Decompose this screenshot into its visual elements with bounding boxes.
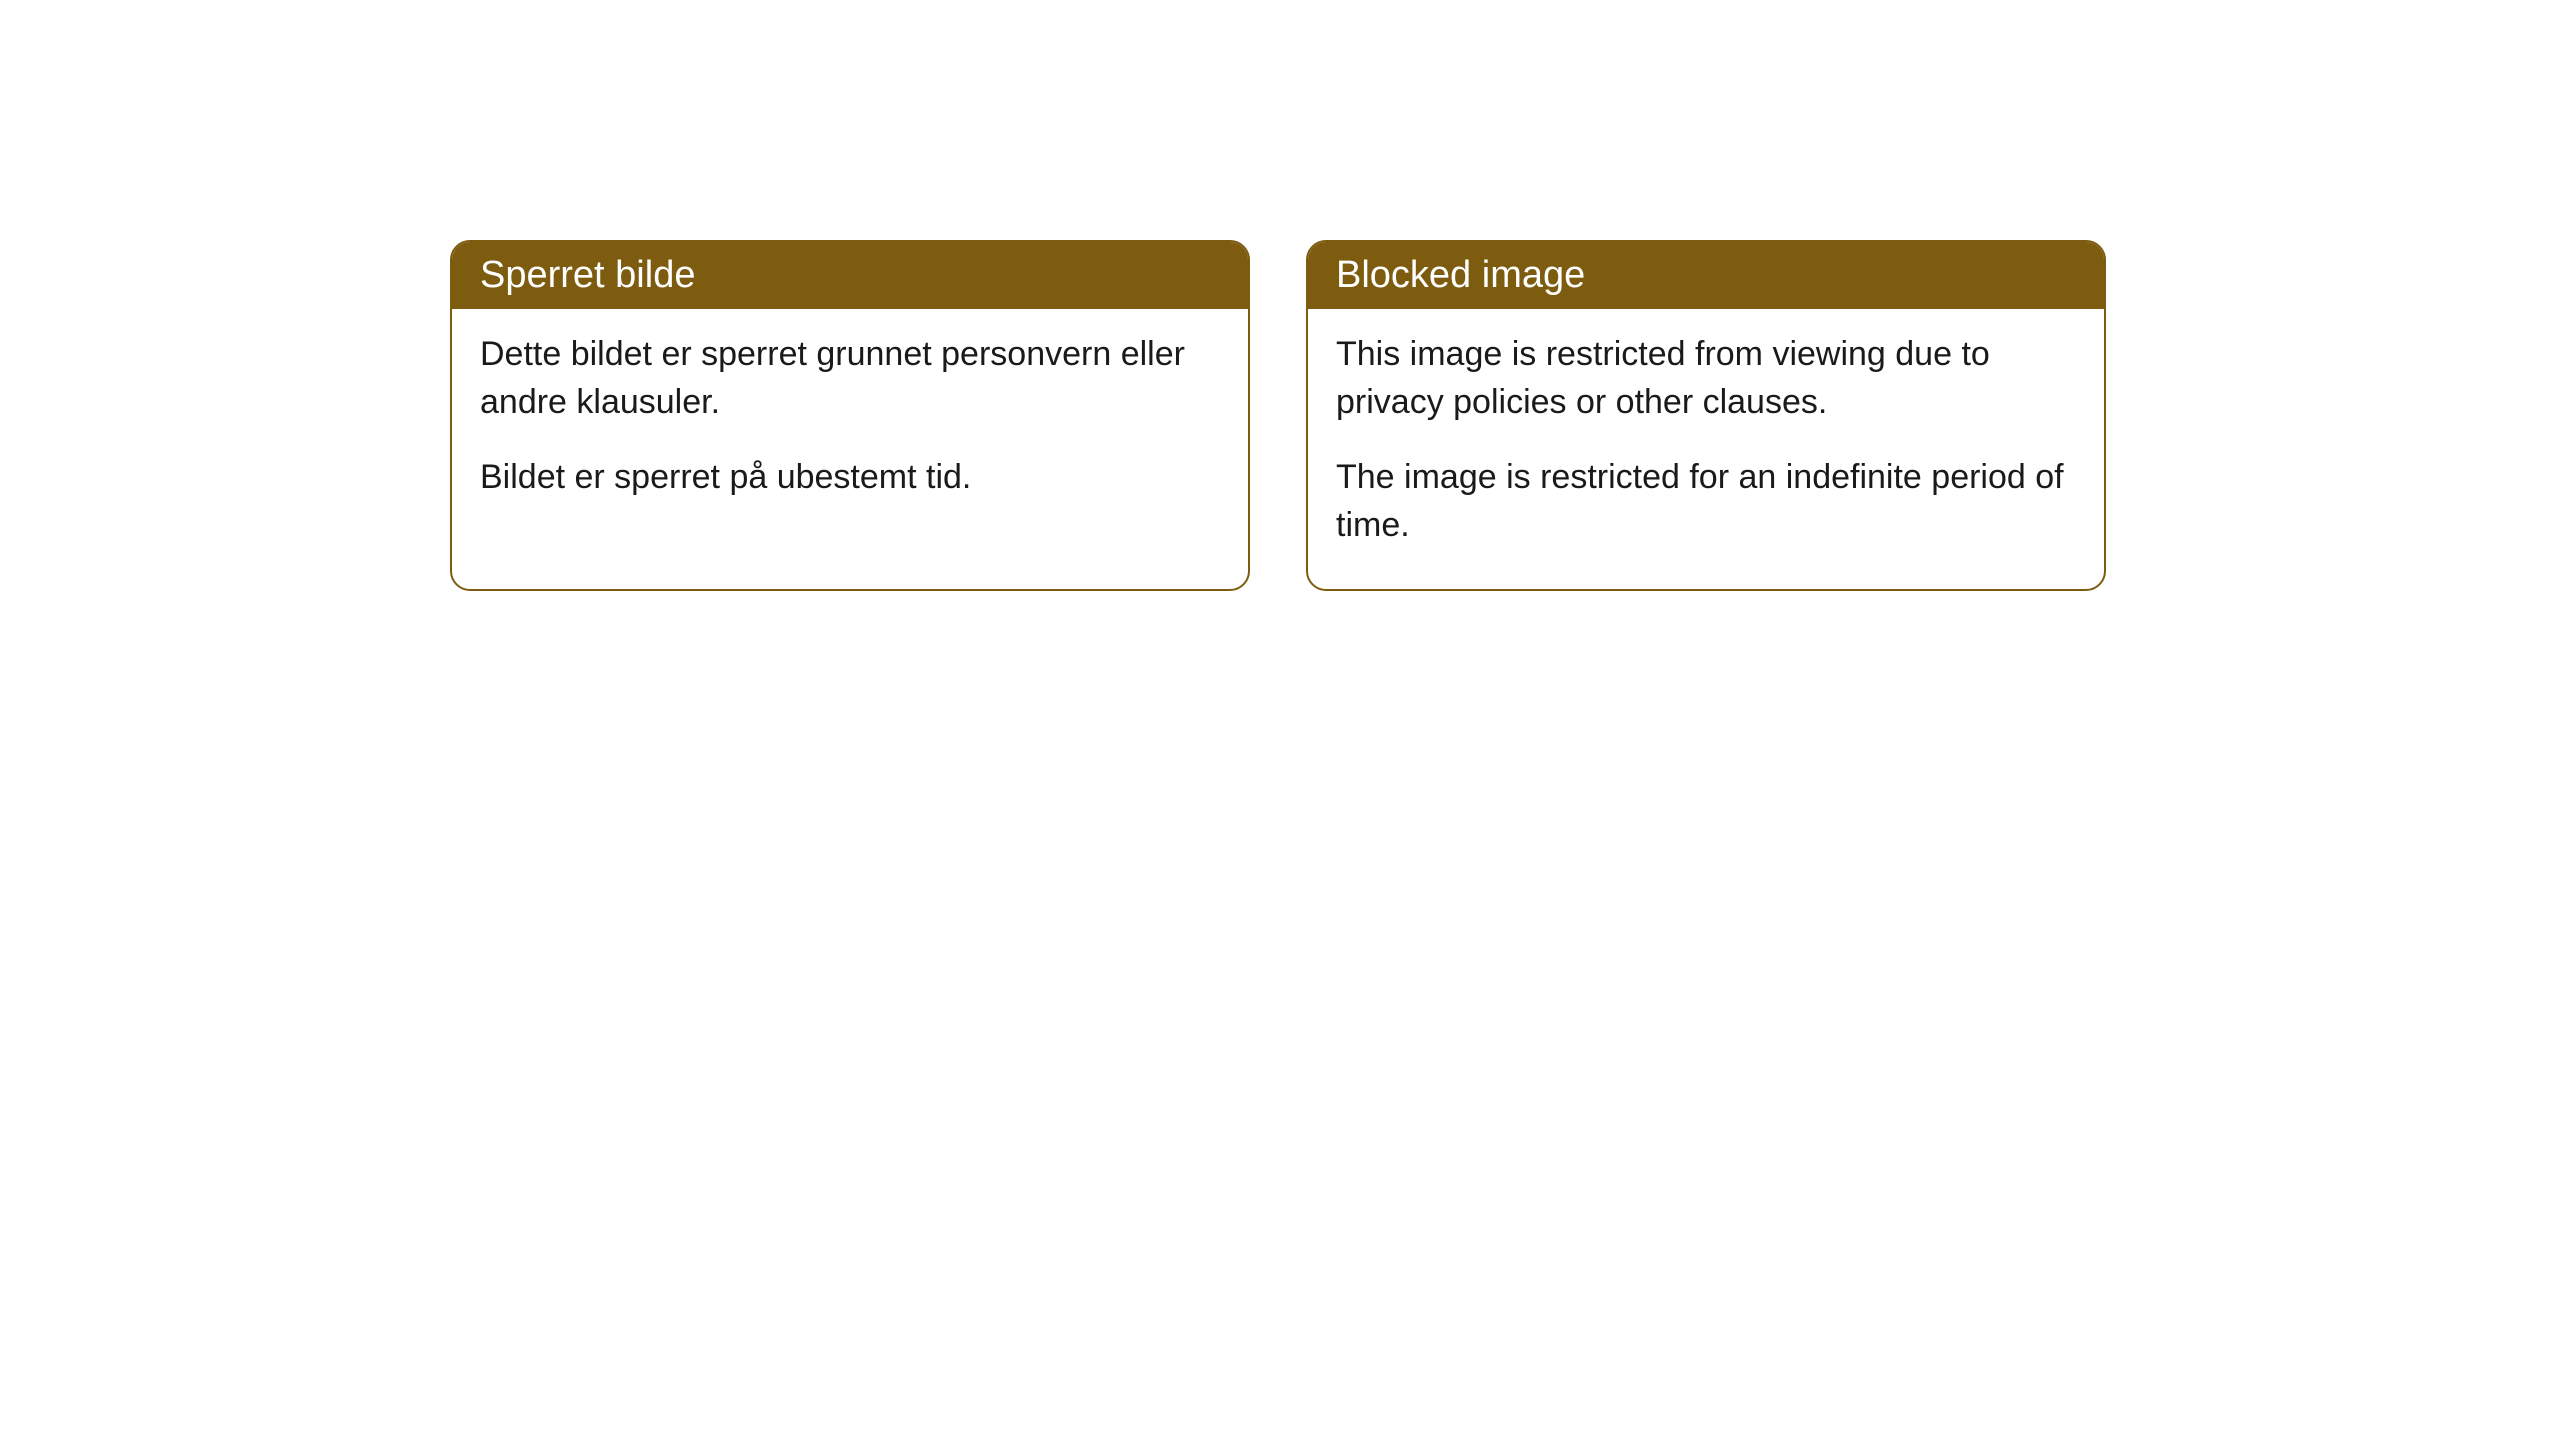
notice-card-norwegian: Sperret bilde Dette bildet er sperret gr… bbox=[450, 240, 1250, 591]
notice-title-norwegian: Sperret bilde bbox=[480, 254, 695, 296]
notice-header-norwegian: Sperret bilde bbox=[452, 242, 1248, 309]
notice-container: Sperret bilde Dette bildet er sperret gr… bbox=[450, 240, 2560, 591]
notice-paragraph-2-english: The image is restricted for an indefinit… bbox=[1336, 454, 2076, 549]
notice-paragraph-1-norwegian: Dette bildet er sperret grunnet personve… bbox=[480, 331, 1220, 426]
notice-paragraph-2-norwegian: Bildet er sperret på ubestemt tid. bbox=[480, 454, 1220, 502]
notice-title-english: Blocked image bbox=[1336, 254, 1585, 296]
notice-card-english: Blocked image This image is restricted f… bbox=[1306, 240, 2106, 591]
notice-header-english: Blocked image bbox=[1308, 242, 2104, 309]
notice-paragraph-1-english: This image is restricted from viewing du… bbox=[1336, 331, 2076, 426]
notice-body-english: This image is restricted from viewing du… bbox=[1308, 309, 2104, 589]
notice-body-norwegian: Dette bildet er sperret grunnet personve… bbox=[452, 309, 1248, 542]
